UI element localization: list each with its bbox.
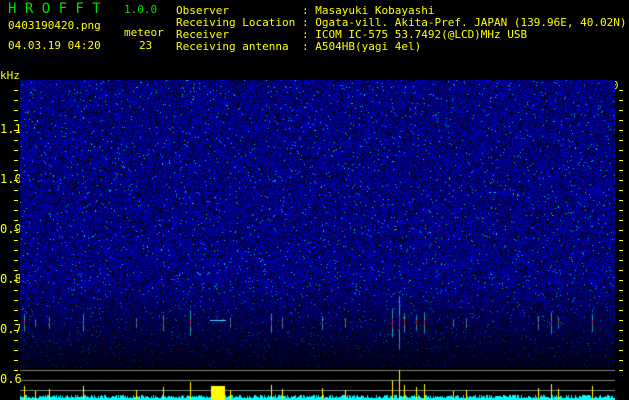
freq-tick: [14, 150, 18, 151]
freq-tick: [14, 370, 18, 371]
freq-tick: [619, 170, 623, 171]
freq-tick: [619, 150, 623, 151]
freq-tick: [619, 330, 623, 331]
freq-tick: [619, 360, 623, 361]
freq-tick: [619, 120, 623, 121]
freq-tick: [619, 280, 623, 281]
freq-tick: [619, 100, 623, 101]
freq-tick: [14, 330, 18, 331]
receiver-label: Receiver: [176, 28, 229, 41]
freq-tick: [14, 360, 18, 361]
freq-tick: [619, 320, 623, 321]
meteor-count: 23: [139, 39, 153, 52]
freq-tick: [619, 310, 623, 311]
receiver-value: : ICOM IC-575 53.7492(@LCD)MHz USB: [302, 28, 528, 41]
freq-tick: [14, 120, 18, 121]
file-datetime: 04.03.19 04:20: [8, 39, 101, 52]
freq-tick: [14, 340, 18, 341]
location-label: Receiving Location: [176, 16, 296, 29]
freq-tick: [14, 260, 18, 261]
freq-tick: [619, 240, 623, 241]
freq-tick: [619, 260, 623, 261]
freq-tick: [14, 240, 18, 241]
app-version: 1.0.0: [124, 3, 158, 16]
freq-tick: [619, 190, 623, 191]
freq-tick: [14, 200, 18, 201]
freq-tick: [14, 250, 18, 251]
freq-tick: [14, 350, 18, 351]
antenna-value: : A504HB(yagi 4el): [302, 40, 422, 53]
freq-tick: [14, 90, 18, 91]
freq-tick: [619, 270, 623, 271]
antenna-label: Receiving antenna: [176, 40, 289, 53]
freq-tick: [619, 90, 623, 91]
freq-tick: [14, 290, 18, 291]
freq-tick: [14, 100, 18, 101]
freq-tick: [14, 300, 18, 301]
freq-tick: [14, 170, 18, 171]
freq-tick: [619, 340, 623, 341]
freq-tick: [619, 160, 623, 161]
freq-tick: [619, 200, 623, 201]
freq-tick: [619, 290, 623, 291]
freq-tick: [619, 140, 623, 141]
freq-tick: [14, 190, 18, 191]
freq-tick: [619, 130, 623, 131]
freq-tick: [619, 250, 623, 251]
freq-tick: [14, 130, 18, 131]
freq-tick: [14, 320, 18, 321]
freq-tick: [14, 280, 18, 281]
freq-tick: [619, 110, 623, 111]
freq-tick: [14, 220, 18, 221]
freq-tick: [14, 160, 18, 161]
freq-tick: [619, 230, 623, 231]
freq-tick: [619, 300, 623, 301]
freq-tick: [619, 210, 623, 211]
meteor-label: meteor: [124, 26, 164, 39]
freq-tick: [14, 110, 18, 111]
freq-tick: [14, 230, 18, 231]
unit-label: kHz: [0, 69, 20, 82]
freq-tick: [619, 350, 623, 351]
freq-tick: [14, 270, 18, 271]
spectrogram: [20, 80, 615, 368]
freq-tick: [14, 210, 18, 211]
freq-tick: [14, 140, 18, 141]
freq-tick: [14, 310, 18, 311]
signal-level-panel: [20, 368, 615, 400]
freq-label: 1.0: [0, 172, 22, 186]
file-name: 0403190420.png: [8, 19, 101, 32]
observer-label: Observer: [176, 4, 229, 17]
freq-label: 0.9: [0, 222, 22, 236]
freq-tick: [619, 180, 623, 181]
freq-label: 1.1: [0, 122, 22, 136]
app-title: H R O F F T: [8, 1, 101, 17]
freq-label: 0.8: [0, 272, 22, 286]
freq-tick: [619, 220, 623, 221]
observer-value: : Masayuki Kobayashi: [302, 4, 435, 17]
freq-tick: [619, 370, 623, 371]
freq-label: 0.7: [0, 322, 22, 336]
freq-label: 0.6: [0, 372, 22, 386]
freq-tick: [14, 180, 18, 181]
location-value: : Ogata-vill. Akita-Pref. JAPAN (139.96E…: [302, 16, 627, 29]
